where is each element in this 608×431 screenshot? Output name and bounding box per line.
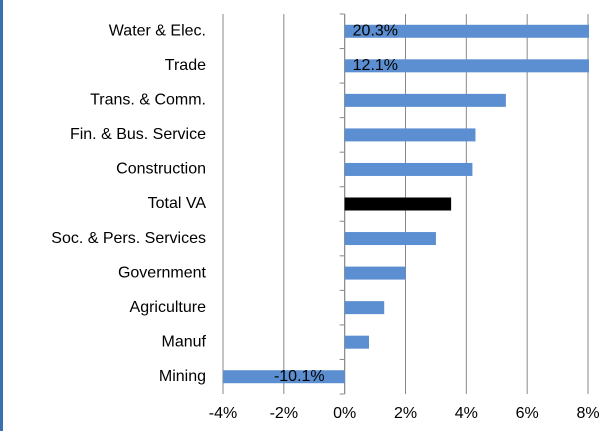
- x-tick-label: 2%: [394, 405, 417, 422]
- bars: [223, 24, 589, 384]
- labels: -4% -2% 0% 2% 4% 6% 8% Water & Elec. 20.3% Trade 1…: [51, 22, 599, 422]
- x-tick-label: -4%: [209, 405, 237, 422]
- bar: [344, 301, 385, 315]
- data-label: -10.1%: [274, 368, 325, 385]
- bar: [344, 197, 452, 211]
- category-label: Fin. & Bus. Service: [70, 126, 206, 143]
- bar: [344, 266, 406, 280]
- bar: [344, 162, 473, 176]
- category-label: Construction: [116, 161, 206, 178]
- bar: [344, 93, 506, 107]
- frame-edge: [0, 0, 3, 431]
- category-label: Trans. & Comm.: [90, 92, 206, 109]
- category-label: Total VA: [148, 195, 207, 212]
- x-tick-label: 8%: [576, 405, 599, 422]
- category-label: Water & Elec.: [109, 22, 206, 39]
- x-tick-label: 4%: [455, 405, 478, 422]
- bar: [344, 128, 476, 142]
- data-label: 20.3%: [353, 22, 398, 39]
- category-label: Trade: [165, 57, 206, 74]
- x-tick-label: 0%: [333, 405, 356, 422]
- category-label: Manuf: [162, 333, 207, 350]
- bar: [344, 335, 369, 349]
- category-label: Soc. & Pers. Services: [51, 230, 206, 247]
- category-label: Agriculture: [130, 299, 207, 316]
- grid: [222, 13, 589, 395]
- bar: [344, 232, 436, 246]
- category-label: Mining: [159, 368, 206, 385]
- bar: [223, 370, 345, 384]
- category-label: Government: [118, 264, 207, 281]
- x-tick-label: 6%: [516, 405, 539, 422]
- data-label: 12.1%: [353, 57, 398, 74]
- x-tick-label: -2%: [270, 405, 298, 422]
- bar: [344, 59, 589, 73]
- bar: [344, 24, 589, 38]
